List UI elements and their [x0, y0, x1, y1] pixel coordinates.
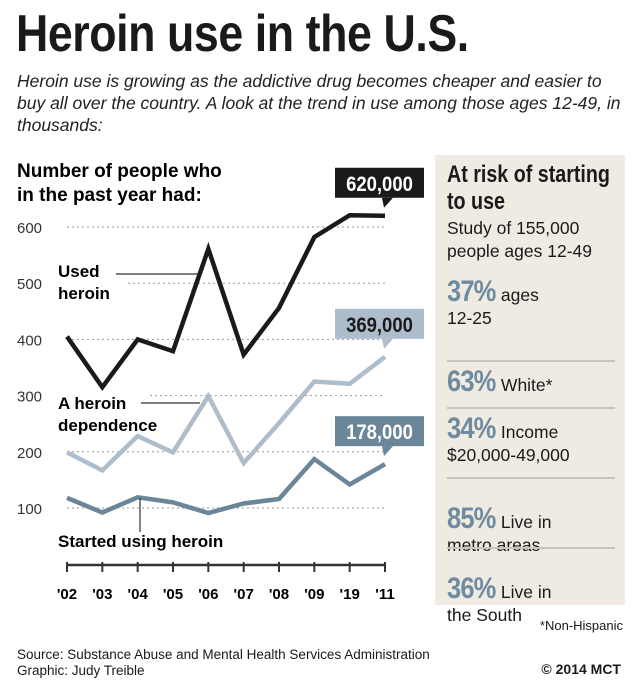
callout-label: 178,000	[346, 421, 413, 444]
series-line-0	[65, 212, 386, 392]
y-tick-label: 500	[17, 276, 42, 293]
series-label: A heroin	[58, 394, 126, 413]
x-tick-label: '19	[340, 586, 360, 603]
stat-percent: 37%	[447, 275, 496, 308]
divider	[447, 407, 615, 409]
stat-percent: 36%	[447, 572, 496, 605]
divider	[447, 360, 615, 362]
series-label: Used	[58, 262, 100, 281]
x-tick-label: '04	[128, 586, 149, 603]
stat-label: White*	[500, 375, 553, 395]
y-tick-label: 200	[17, 445, 42, 462]
value-callout	[335, 416, 424, 447]
divider	[447, 477, 615, 479]
series-line-1	[65, 355, 387, 474]
x-tick-label: '05	[163, 586, 183, 603]
callout-pointer	[382, 338, 393, 349]
stat-label: Live in	[500, 582, 552, 602]
callout-label: 369,000	[346, 314, 413, 337]
y-tick-label: 600	[17, 220, 42, 237]
stat-percent: 34%	[447, 412, 496, 445]
x-tick-label: '11	[375, 586, 394, 603]
footnote: *Non-Hispanic	[539, 618, 623, 633]
stat-label: Live in	[500, 512, 552, 532]
stat-label: ages	[500, 285, 539, 305]
copyright: © 2014 MCT	[541, 661, 621, 677]
y-tick-label: 100	[17, 501, 42, 518]
stat-label-cont: metro areas	[447, 535, 541, 555]
panel-subtitle-line: Study of 155,000	[447, 218, 580, 238]
panel-subtitle-line: people ages 12-49	[447, 241, 592, 261]
at-risk-panel: At risk of starting to use Study of 155,…	[435, 155, 625, 625]
source-block: Source: Substance Abuse and Mental Healt…	[17, 647, 430, 679]
series-label: Started using heroin	[58, 532, 223, 551]
stat-item: 85% Live in metro areas	[447, 502, 615, 557]
panel-title: At risk of starting to use	[447, 161, 610, 215]
callout-pointer	[382, 446, 393, 457]
panel-subtitle: Study of 155,000 people ages 12-49	[447, 217, 592, 263]
graphic-credit: Graphic: Judy Treible	[17, 663, 145, 678]
stat-item: 37% ages 12-25	[447, 275, 615, 330]
x-tick-label: '02	[57, 586, 77, 603]
x-tick-label: '07	[234, 586, 254, 603]
chart-title: in the past year had:	[17, 185, 202, 206]
callout-label: 620,000	[346, 173, 413, 196]
stat-item: 34% Income $20,000-49,000	[447, 412, 615, 467]
title: Heroin use in the U.S.	[16, 5, 469, 63]
stat-label-cont: 12-25	[447, 308, 492, 328]
series-line-2	[66, 456, 387, 516]
series-label: heroin	[58, 284, 110, 303]
value-callout	[335, 167, 424, 198]
y-tick-label: 300	[17, 389, 42, 406]
value-callout	[335, 308, 424, 339]
subtitle: Heroin use is growing as the addictive d…	[17, 71, 621, 135]
divider	[447, 547, 615, 549]
series-label: dependence	[58, 416, 157, 435]
stat-percent: 85%	[447, 502, 496, 535]
stat-percent: 63%	[447, 365, 496, 398]
stat-label-cont: the South	[447, 605, 522, 625]
x-tick-label: '06	[198, 586, 218, 603]
x-tick-label: '03	[92, 586, 112, 603]
stat-item: 63% White*	[447, 365, 615, 398]
x-tick-label: '08	[269, 586, 289, 603]
x-tick-label: '09	[304, 586, 324, 603]
panel-title-line: to use	[447, 188, 505, 215]
chart-title: Number of people who	[17, 161, 222, 182]
source: Source: Substance Abuse and Mental Healt…	[17, 647, 430, 662]
panel-title-line: At risk of starting	[447, 161, 610, 188]
callout-pointer	[382, 197, 393, 208]
stat-item: 36% Live in the South	[447, 572, 615, 627]
stat-label-cont: $20,000-49,000	[447, 445, 570, 465]
stat-label: Income	[500, 422, 559, 442]
line-chart: Number of people who in the past year had…	[17, 161, 424, 603]
y-tick-label: 400	[17, 332, 42, 349]
